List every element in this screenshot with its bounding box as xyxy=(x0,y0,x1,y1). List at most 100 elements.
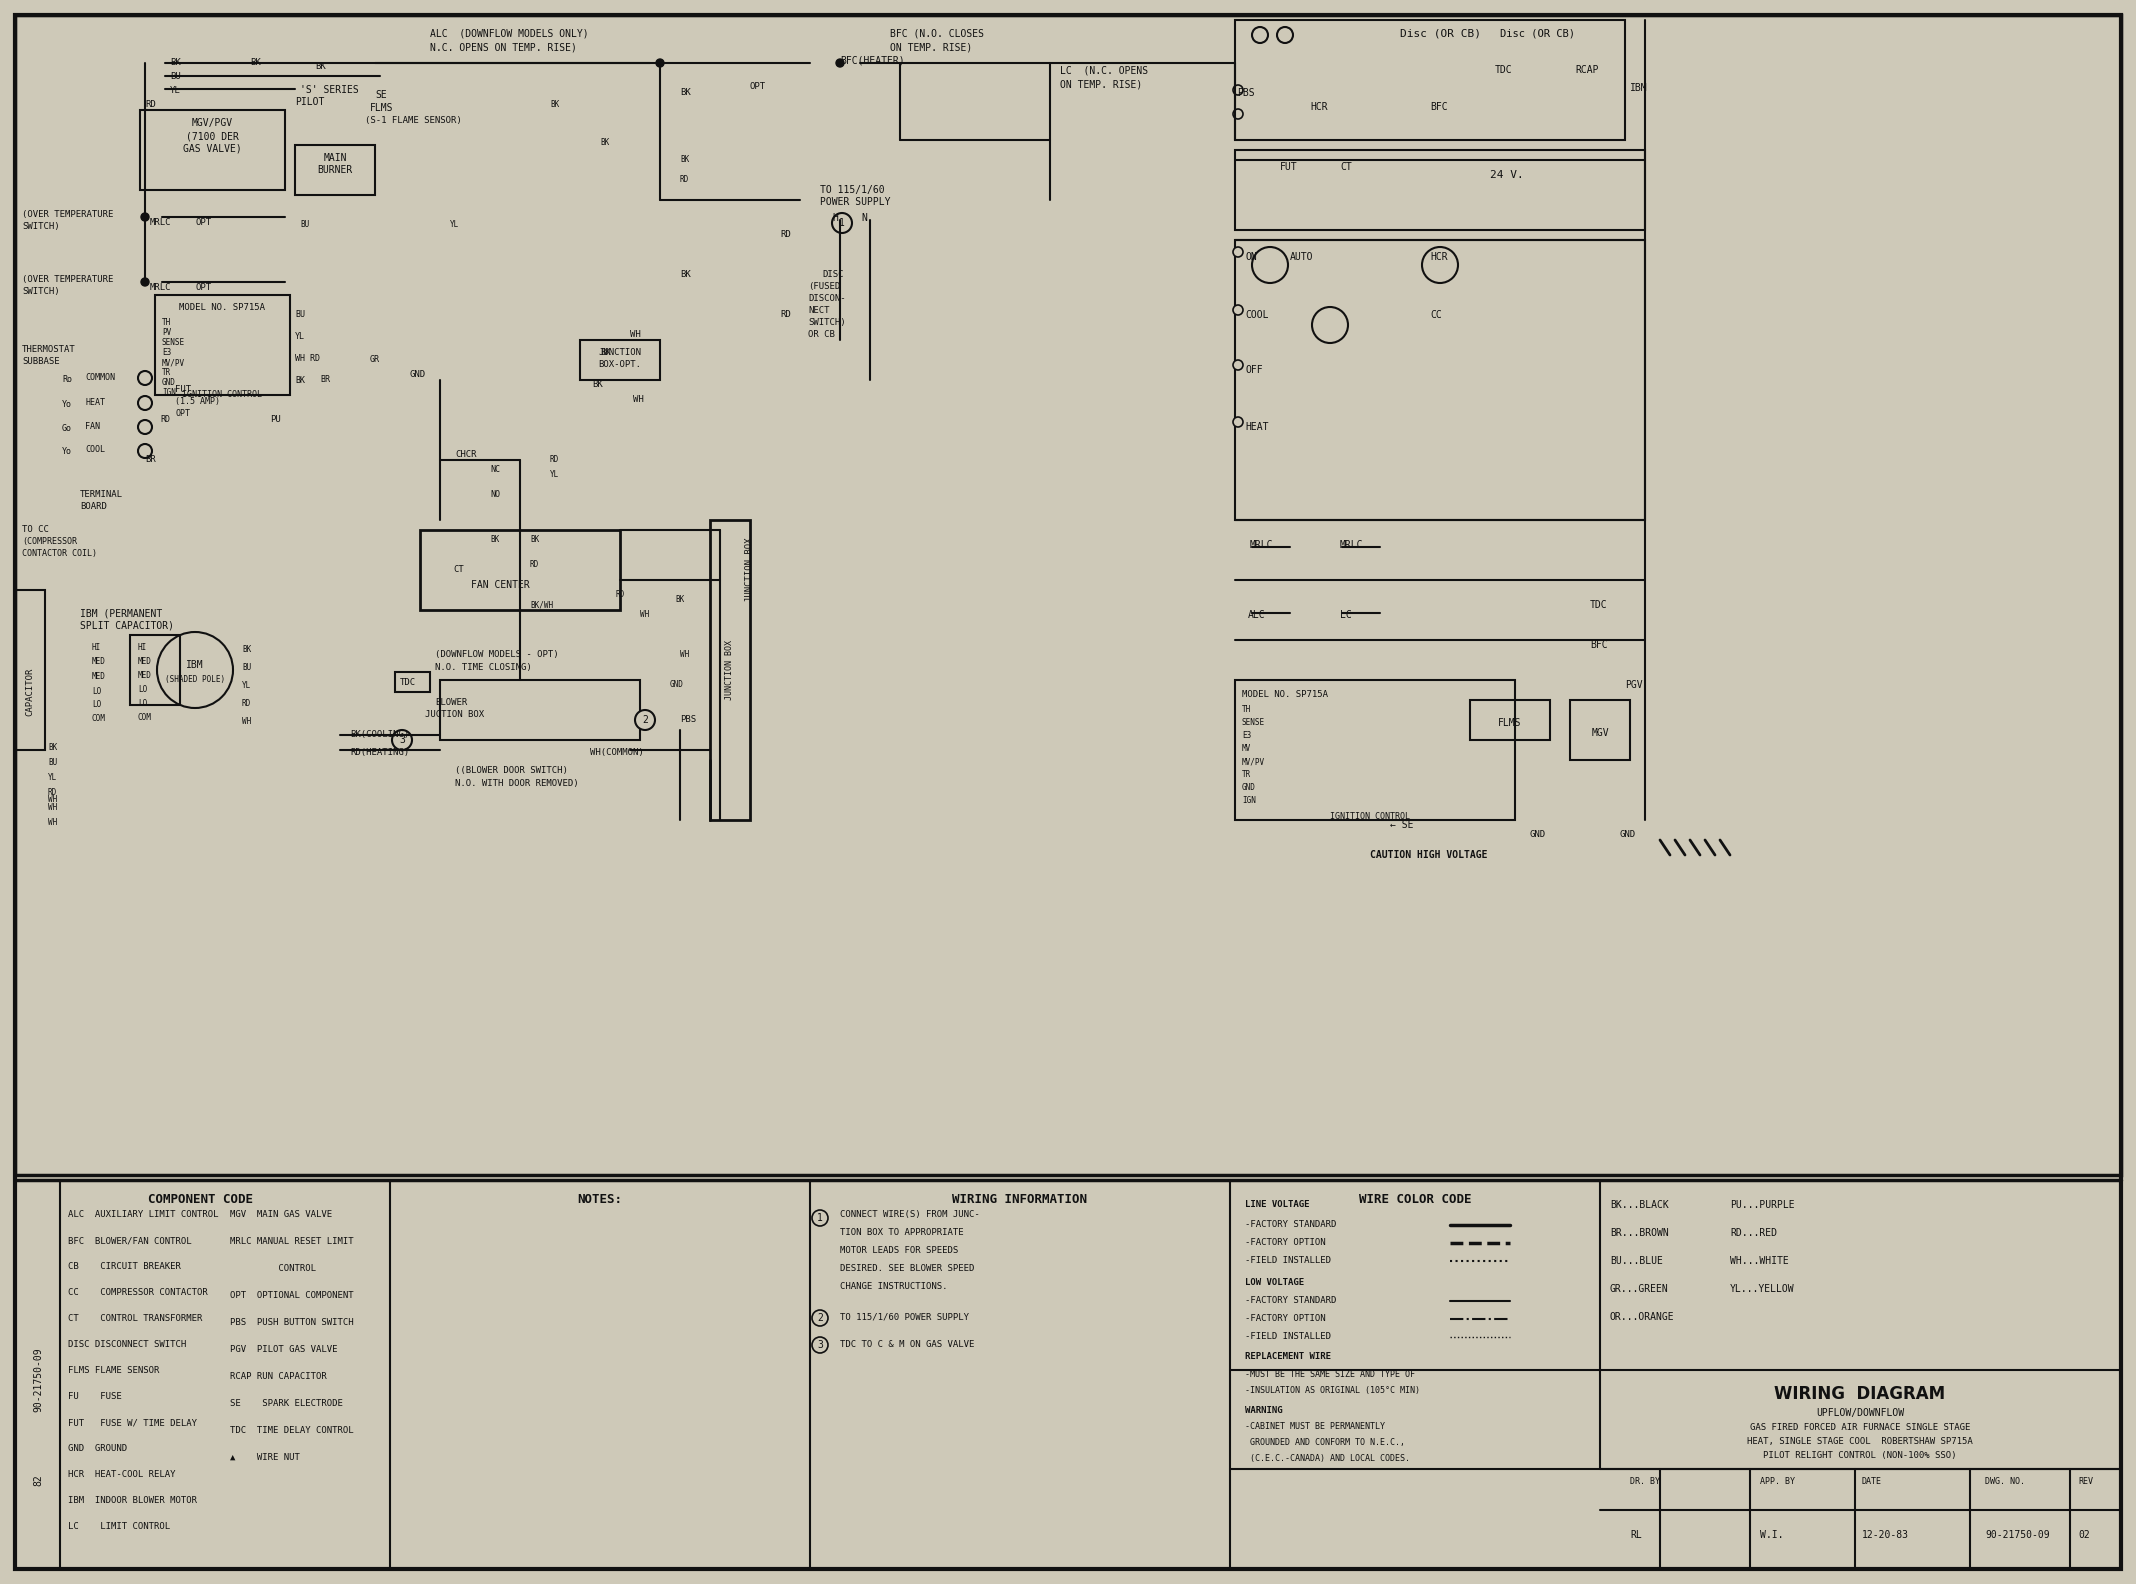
Text: BK: BK xyxy=(679,269,690,279)
Circle shape xyxy=(835,59,844,67)
Text: (SHADED POLE): (SHADED POLE) xyxy=(164,675,224,684)
Text: MED: MED xyxy=(92,657,107,665)
Text: FLMS FLAME SENSOR: FLMS FLAME SENSOR xyxy=(68,1365,160,1375)
Text: OPT  OPTIONAL COMPONENT: OPT OPTIONAL COMPONENT xyxy=(231,1291,355,1300)
Text: Yo: Yo xyxy=(62,447,73,456)
Text: -FIELD INSTALLED: -FIELD INSTALLED xyxy=(1245,1332,1331,1342)
Text: HEAT: HEAT xyxy=(1245,421,1269,432)
Text: BU: BU xyxy=(299,220,310,230)
Text: PBS: PBS xyxy=(679,714,696,724)
Text: OPT: OPT xyxy=(175,409,190,418)
Text: PILOT RELIGHT CONTROL (NON-100% SSO): PILOT RELIGHT CONTROL (NON-100% SSO) xyxy=(1762,1451,1957,1460)
Text: 90-21750-09: 90-21750-09 xyxy=(1984,1530,2051,1540)
Text: TDC  TIME DELAY CONTROL: TDC TIME DELAY CONTROL xyxy=(231,1426,355,1435)
Text: -FACTORY OPTION: -FACTORY OPTION xyxy=(1245,1315,1326,1323)
Text: 02: 02 xyxy=(2078,1530,2089,1540)
Text: FUT: FUT xyxy=(1279,162,1299,173)
Text: SWITCH): SWITCH) xyxy=(21,222,60,231)
Text: YL...YELLOW: YL...YELLOW xyxy=(1730,1285,1794,1294)
Text: MV/PV: MV/PV xyxy=(162,358,186,367)
Text: DISC: DISC xyxy=(822,269,844,279)
Text: JUNCTION BOX: JUNCTION BOX xyxy=(745,537,754,602)
Text: GND: GND xyxy=(1241,782,1256,792)
Text: BK(COOLING): BK(COOLING) xyxy=(350,730,410,740)
Text: TR: TR xyxy=(162,367,171,377)
Text: RD: RD xyxy=(160,415,171,425)
Text: LO: LO xyxy=(92,687,100,695)
Text: ((BLOWER DOOR SWITCH): ((BLOWER DOOR SWITCH) xyxy=(455,767,568,775)
Text: ▲    WIRE NUT: ▲ WIRE NUT xyxy=(231,1453,299,1462)
Text: HCR  HEAT-COOL RELAY: HCR HEAT-COOL RELAY xyxy=(68,1470,175,1479)
Text: YL: YL xyxy=(295,333,305,341)
Text: RCAP RUN CAPACITOR: RCAP RUN CAPACITOR xyxy=(231,1372,327,1381)
Text: TR: TR xyxy=(1241,770,1252,779)
Text: WARNING: WARNING xyxy=(1245,1407,1282,1415)
Text: ← SE: ← SE xyxy=(1391,821,1414,830)
Text: BFC: BFC xyxy=(1589,640,1608,649)
Text: COM: COM xyxy=(139,713,152,722)
Text: YL: YL xyxy=(549,470,560,478)
Text: OPT: OPT xyxy=(197,219,211,227)
Text: -FACTORY STANDARD: -FACTORY STANDARD xyxy=(1245,1296,1337,1305)
Text: BK: BK xyxy=(675,596,684,604)
Text: LO: LO xyxy=(139,699,147,708)
Text: SWITCH): SWITCH) xyxy=(807,318,846,326)
Text: TH: TH xyxy=(1241,705,1252,714)
Text: GR: GR xyxy=(370,355,380,364)
Text: LO: LO xyxy=(92,700,100,710)
Text: (1.5 AMP): (1.5 AMP) xyxy=(175,398,220,406)
Text: BLOWER: BLOWER xyxy=(436,699,468,706)
Text: MRLC: MRLC xyxy=(1339,540,1363,550)
Text: FLMS: FLMS xyxy=(1497,718,1521,729)
Bar xyxy=(156,295,290,394)
Text: MODEL NO. SP715A: MODEL NO. SP715A xyxy=(1241,691,1329,699)
Text: BFC (N.O. CLOSES: BFC (N.O. CLOSES xyxy=(891,29,985,38)
Text: BK: BK xyxy=(592,380,602,390)
Text: BU: BU xyxy=(47,759,58,767)
Text: 2: 2 xyxy=(818,1313,822,1323)
Text: WIRING  DIAGRAM: WIRING DIAGRAM xyxy=(1775,1384,1946,1403)
Text: TDC: TDC xyxy=(399,678,417,687)
Text: CT    CONTROL TRANSFORMER: CT CONTROL TRANSFORMER xyxy=(68,1315,203,1323)
Text: BK: BK xyxy=(600,138,609,147)
Bar xyxy=(1235,150,1645,230)
Text: RL: RL xyxy=(1630,1530,1643,1540)
Text: PILOT: PILOT xyxy=(295,97,325,108)
Text: GND: GND xyxy=(162,379,175,386)
Text: GAS FIRED FORCED AIR FURNACE SINGLE STAGE: GAS FIRED FORCED AIR FURNACE SINGLE STAG… xyxy=(1749,1422,1969,1432)
Text: BK: BK xyxy=(171,59,182,67)
Bar xyxy=(1235,680,1514,821)
Circle shape xyxy=(139,444,152,458)
Text: BK: BK xyxy=(549,100,560,109)
Text: REPLACEMENT WIRE: REPLACEMENT WIRE xyxy=(1245,1353,1331,1361)
Text: CC    COMPRESSOR CONTACTOR: CC COMPRESSOR CONTACTOR xyxy=(68,1288,207,1297)
Text: MOTOR LEADS FOR SPEEDS: MOTOR LEADS FOR SPEEDS xyxy=(839,1247,959,1255)
Text: GND: GND xyxy=(1619,830,1636,840)
Text: 'S' SERIES: 'S' SERIES xyxy=(299,86,359,95)
Text: RCAP: RCAP xyxy=(1574,65,1598,74)
Text: TO 115/1/60: TO 115/1/60 xyxy=(820,185,884,195)
Text: MV/PV: MV/PV xyxy=(1241,757,1265,767)
Text: SENSE: SENSE xyxy=(162,337,186,347)
Text: CC: CC xyxy=(1429,310,1442,320)
Text: BOARD: BOARD xyxy=(79,502,107,512)
Text: BR...BROWN: BR...BROWN xyxy=(1611,1228,1668,1239)
Text: GND: GND xyxy=(671,680,684,689)
Text: IGNITION CONTROL: IGNITION CONTROL xyxy=(1331,813,1410,821)
Text: N.C. OPENS ON TEMP. RISE): N.C. OPENS ON TEMP. RISE) xyxy=(429,43,577,52)
Text: IGN: IGN xyxy=(1241,797,1256,805)
Text: N.O. TIME CLOSING): N.O. TIME CLOSING) xyxy=(436,664,532,672)
Text: 3: 3 xyxy=(818,1340,822,1350)
Text: RD(HEATING): RD(HEATING) xyxy=(350,748,410,757)
Text: BR: BR xyxy=(320,375,329,383)
Text: WH: WH xyxy=(679,649,690,659)
Text: OFF: OFF xyxy=(1245,364,1262,375)
Text: IGNITION CONTROL: IGNITION CONTROL xyxy=(182,390,263,399)
Text: MGV  MAIN GAS VALVE: MGV MAIN GAS VALVE xyxy=(231,1210,331,1220)
Text: (OVER TEMPERATURE: (OVER TEMPERATURE xyxy=(21,276,113,284)
Text: BK: BK xyxy=(250,59,261,67)
Bar xyxy=(141,109,284,190)
Text: LC    LIMIT CONTROL: LC LIMIT CONTROL xyxy=(68,1522,171,1532)
Text: CONTACTOR COIL): CONTACTOR COIL) xyxy=(21,550,96,558)
Bar xyxy=(395,672,429,692)
